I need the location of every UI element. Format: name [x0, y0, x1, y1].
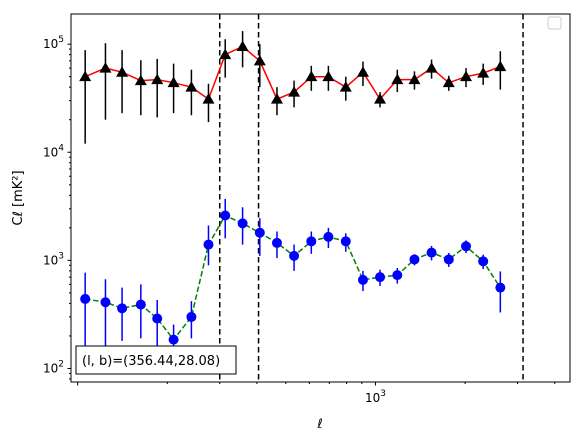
series-0-point-2 [116, 66, 129, 77]
series-1-point-10 [254, 227, 265, 238]
series-1-point-9 [237, 218, 248, 229]
series-0-point-3 [134, 74, 147, 86]
ticks-layer: 102 103 104 105 103 [43, 35, 556, 405]
series-0-point-9 [236, 40, 249, 52]
series-1-point-1 [100, 297, 111, 308]
series-1-point-5 [168, 334, 179, 345]
legend-box [547, 16, 562, 30]
series-1-point-11 [271, 237, 282, 248]
series-0-point-19 [408, 73, 421, 85]
series-1-point-4 [152, 313, 163, 324]
series-0-point-17 [374, 93, 387, 104]
series-0-point-21 [442, 76, 455, 88]
series-1-point-22 [461, 241, 472, 252]
series-0-point-8 [219, 48, 232, 60]
series-1-point-13 [306, 236, 317, 247]
series-0-point-4 [151, 73, 164, 85]
y-tick-label-1: 103 [43, 251, 64, 267]
series-1-point-15 [340, 236, 351, 247]
series-1-point-14 [323, 231, 334, 242]
series-0-point-0 [79, 70, 92, 82]
y-axis-label: Cℓ [mK²] [11, 170, 26, 225]
annotation-text: (l, b)=(356.44,28.08) [82, 354, 220, 369]
y-tick-label-3: 105 [43, 35, 64, 51]
series-0-point-11 [270, 93, 283, 104]
series-1-line [85, 214, 501, 341]
series-0-point-6 [185, 81, 198, 92]
x-axis-label: ℓ [316, 417, 322, 432]
series-1-point-7 [203, 239, 214, 250]
x-tick-label-0: 103 [365, 389, 386, 405]
series-0-point-23 [477, 67, 490, 78]
series-1-point-20 [426, 247, 437, 258]
series-1-point-3 [135, 299, 146, 310]
series-1-point-0 [80, 293, 91, 304]
series-0-point-14 [322, 70, 335, 82]
series-0-point-15 [339, 81, 352, 92]
series-0-point-22 [460, 70, 473, 82]
series-0-point-20 [425, 62, 438, 73]
series-0-point-1 [99, 62, 112, 73]
plot-frame [70, 13, 571, 383]
series-1-point-17 [375, 272, 386, 283]
series-0-point-7 [202, 93, 215, 104]
series-1-point-21 [443, 254, 454, 265]
series-0-point-13 [305, 70, 318, 82]
series-1-point-16 [357, 274, 368, 285]
series-0-point-12 [288, 86, 301, 97]
series-1-point-18 [392, 270, 403, 281]
series-1-point-6 [186, 311, 197, 322]
y-tick-label-2: 104 [43, 143, 64, 159]
series-0-point-18 [391, 73, 404, 85]
plot-layer [79, 14, 524, 382]
series-0-point-5 [167, 76, 180, 88]
series-1-point-23 [478, 256, 489, 267]
series-1-point-24 [495, 282, 506, 293]
series-0-point-24 [494, 60, 507, 72]
series-1-point-19 [409, 254, 420, 265]
series-0-point-10 [253, 54, 266, 66]
series-0-point-16 [356, 66, 369, 77]
y-tick-label-0: 102 [43, 359, 64, 375]
series-1-point-12 [289, 250, 300, 261]
series-1-point-2 [117, 303, 128, 314]
series-1-point-8 [220, 210, 231, 221]
annotation-box: (l, b)=(356.44,28.08) [75, 345, 237, 375]
